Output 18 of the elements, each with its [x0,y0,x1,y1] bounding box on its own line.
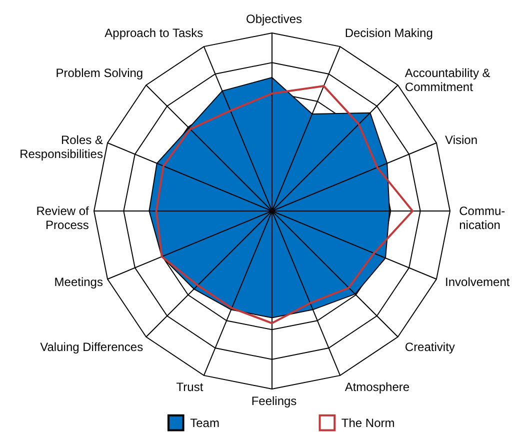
spoke-label: Atmosphere [344,380,410,394]
legend-label: Team [190,416,220,430]
spoke-label: Problem Solving [56,66,144,80]
spoke-label: Review of Process [36,204,90,232]
spoke-label: Accountability & Commitment [404,66,490,94]
legend-label: The Norm [341,416,395,430]
spoke-label: Objectives [246,12,302,26]
spoke-label: Vision [445,133,478,148]
spoke-label: Meetings [54,274,103,289]
spoke-label: Approach to Tasks [104,26,204,40]
spoke-label: Valuing Differences [40,340,144,354]
spoke-label: Roles & Responsibilities [20,133,103,162]
spoke-label: Trust [176,380,204,394]
spoke-label: Feelings [251,394,297,408]
spoke-label: Creativity [404,340,455,354]
spoke-label: Involvement [445,274,510,289]
spoke-label: Decision Making [344,26,433,40]
spoke-label: Commu- nication [459,204,506,232]
